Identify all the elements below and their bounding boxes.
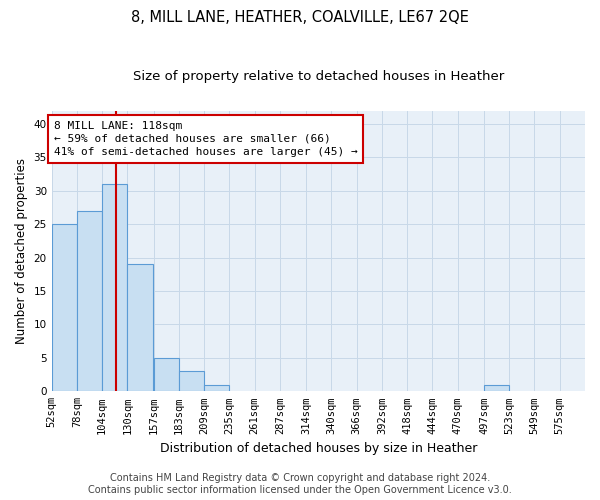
Text: 8, MILL LANE, HEATHER, COALVILLE, LE67 2QE: 8, MILL LANE, HEATHER, COALVILLE, LE67 2… bbox=[131, 10, 469, 25]
Bar bbox=[52, 224, 77, 392]
Bar bbox=[204, 384, 229, 392]
Bar bbox=[154, 358, 179, 392]
Bar bbox=[102, 184, 127, 392]
Text: 8 MILL LANE: 118sqm
← 59% of detached houses are smaller (66)
41% of semi-detach: 8 MILL LANE: 118sqm ← 59% of detached ho… bbox=[53, 120, 358, 157]
X-axis label: Distribution of detached houses by size in Heather: Distribution of detached houses by size … bbox=[160, 442, 477, 455]
Title: Size of property relative to detached houses in Heather: Size of property relative to detached ho… bbox=[133, 70, 504, 83]
Bar bbox=[484, 384, 509, 392]
Bar bbox=[179, 372, 204, 392]
Bar bbox=[77, 211, 102, 392]
Text: Contains HM Land Registry data © Crown copyright and database right 2024.
Contai: Contains HM Land Registry data © Crown c… bbox=[88, 474, 512, 495]
Bar bbox=[127, 264, 152, 392]
Y-axis label: Number of detached properties: Number of detached properties bbox=[15, 158, 28, 344]
